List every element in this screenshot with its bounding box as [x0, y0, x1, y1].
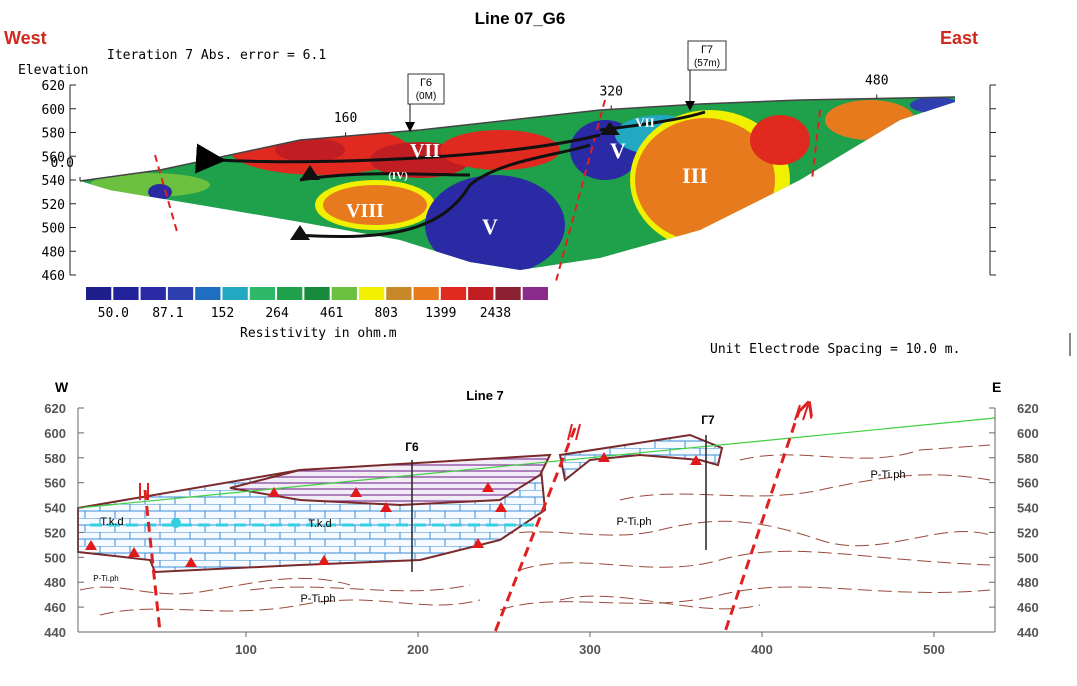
y-tick-label: 560	[44, 476, 66, 491]
elevation-label: Elevation	[18, 63, 88, 78]
zone-label: VII	[410, 140, 440, 162]
y-tick-label: 460	[42, 269, 65, 284]
y-tick-label: 600	[44, 426, 66, 441]
y-tick-label: 540	[44, 501, 66, 516]
colorbar-swatch	[113, 287, 139, 300]
y-tick-label: 560	[42, 150, 65, 165]
colorbar-swatch	[167, 287, 194, 300]
zone-label: V	[610, 138, 626, 163]
east-label: East	[940, 28, 978, 48]
y-tick-label: 580	[44, 451, 66, 466]
colorbar-title: Resistivity in ohm.m	[240, 326, 397, 341]
colorbar-swatch	[495, 287, 521, 300]
spacing-note: Unit Electrode Spacing = 10.0 m.	[710, 342, 960, 357]
y-tick-label: 500	[44, 550, 66, 565]
panel-title: Line 7	[466, 388, 504, 403]
colorbar-swatch	[468, 287, 494, 300]
colorbar-label: 461	[320, 306, 343, 321]
colorbar-swatch	[195, 287, 221, 300]
y-tick-label-right: 580	[1017, 451, 1039, 466]
colorbar-label: 152	[211, 306, 234, 321]
colorbar-label: 264	[265, 306, 289, 321]
borehole-depth: (57m)	[694, 58, 720, 69]
x-tick-label: 400	[751, 642, 773, 657]
y-tick-label: 580	[42, 127, 65, 142]
borehole-label: Г6	[405, 440, 419, 454]
colorbar-swatch	[222, 287, 248, 300]
y-tick-label-right: 460	[1017, 600, 1039, 615]
borehole-depth: (0M)	[416, 91, 437, 102]
unit-label: P-Ti.ph	[870, 469, 905, 481]
zone-label: III	[682, 163, 708, 188]
y-tick-label-right: 440	[1017, 625, 1039, 640]
y-tick-label: 460	[44, 600, 66, 615]
distance-label: 0.0	[51, 156, 74, 171]
colorbar-swatch	[249, 287, 276, 300]
colorbar-swatch	[386, 287, 412, 300]
y-tick-label-right: 620	[1017, 401, 1039, 416]
colorbar-label: 87.1	[152, 306, 183, 321]
west-label: W	[55, 379, 69, 395]
unit-label: P-Ti.ph	[93, 574, 119, 583]
colorbar-swatch	[522, 287, 548, 300]
borehole-label: Г6	[420, 77, 432, 89]
colorbar-swatch	[277, 287, 303, 300]
y-tick-label: 520	[42, 198, 65, 213]
y-tick-label: 600	[42, 103, 65, 118]
y-tick-label: 480	[44, 575, 66, 590]
distance-label: 480	[865, 74, 888, 89]
zone-label: (IV)	[388, 170, 408, 182]
zone-label: V	[482, 214, 498, 239]
y-tick-label-right: 540	[1017, 501, 1039, 516]
y-tick-label: 620	[42, 79, 65, 94]
y-tick-label: 440	[44, 625, 66, 640]
colorbar-label: 1399	[425, 306, 456, 321]
colorbar-swatch	[304, 287, 330, 300]
y-tick-label: 520	[44, 525, 66, 540]
colorbar-swatch	[140, 287, 166, 300]
y-tick-label-right: 520	[1017, 525, 1039, 540]
y-tick-label-right: 600	[1017, 426, 1039, 441]
colorbar-label: 803	[374, 306, 397, 321]
x-tick-label: 500	[923, 642, 945, 657]
colorbar-swatch	[86, 287, 112, 300]
west-label: West	[4, 28, 47, 48]
resistivity-section: VII (IV) VIII V V VII III Г6 (0M) Г7 (57…	[79, 40, 956, 286]
y-tick-label-right: 500	[1017, 550, 1039, 565]
x-tick-label: 300	[579, 642, 601, 657]
distance-label: 160	[334, 111, 357, 126]
title: Line 07_G6	[475, 9, 566, 28]
colorbar-swatch	[331, 287, 357, 300]
x-tick-label: 100	[235, 642, 257, 657]
colorbar-swatch	[358, 287, 385, 300]
unit-label: T.k.d	[100, 516, 123, 528]
colorbar-swatch	[440, 287, 467, 300]
zone-label: VIII	[346, 200, 384, 222]
zone-label: VII	[635, 115, 655, 130]
geology-section: Г6 Г7 T.k.d T.k.d P-Ti.ph P-Ti.ph P-Ti.p…	[77, 405, 996, 633]
y-tick-label-right: 560	[1017, 476, 1039, 491]
borehole-label: Г7	[701, 44, 713, 56]
colorbar-label: 2438	[480, 306, 511, 321]
y-tick-label: 480	[42, 245, 65, 260]
colorbar-swatch	[413, 287, 439, 300]
y-tick-label: 540	[42, 174, 65, 189]
unit-label: P-Ti.ph	[300, 593, 335, 605]
y-tick-label: 620	[44, 401, 66, 416]
y-tick-label-right: 480	[1017, 575, 1039, 590]
distance-label: 320	[599, 84, 622, 99]
east-label: E	[992, 379, 1001, 395]
iteration-label: Iteration 7 Abs. error = 6.1	[107, 48, 326, 63]
unit-label: P-Ti.ph	[616, 516, 651, 528]
colorbar-label: 50.0	[98, 306, 129, 321]
y-tick-label: 500	[42, 222, 65, 237]
unit-label: T.k.d	[308, 518, 331, 530]
borehole-label: Г7	[701, 413, 715, 427]
x-tick-label: 200	[407, 642, 429, 657]
